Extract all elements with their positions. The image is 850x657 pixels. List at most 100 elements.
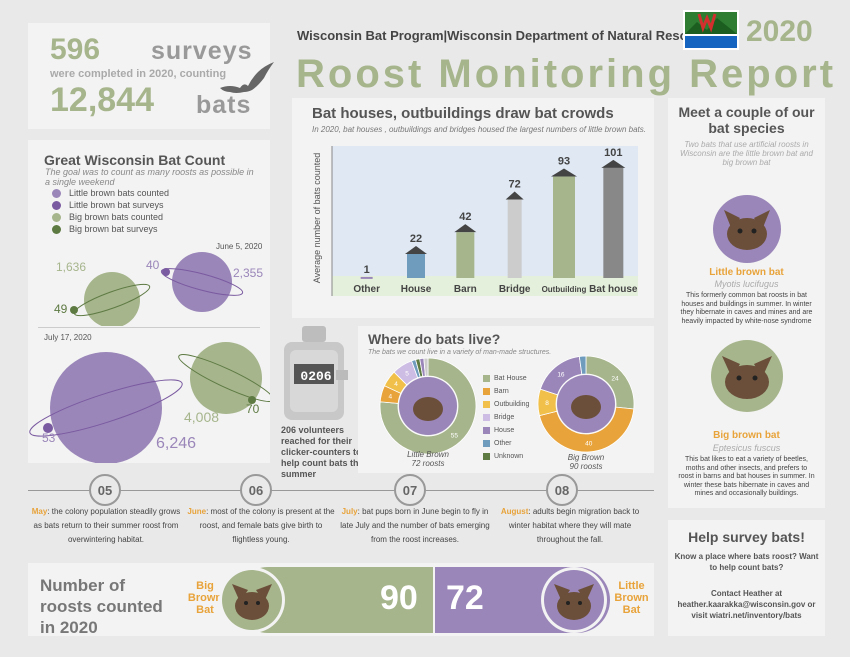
- bar-chart-subtitle: In 2020, bat houses , outbuildings and b…: [312, 125, 646, 134]
- legend-label: Bridge: [494, 414, 515, 421]
- bat-count-subtitle: The goal was to count as many roosts as …: [45, 167, 254, 187]
- little-brown-roost-label: Little Brown Bat: [614, 580, 649, 616]
- bar-value-label: 1: [364, 264, 370, 276]
- timeline-month: July: [341, 507, 358, 516]
- legend-label: Barn: [494, 388, 509, 395]
- july-little-counted: 6,246: [156, 435, 197, 452]
- legend-swatch: [483, 440, 490, 447]
- bar-value-label: 101: [604, 147, 622, 159]
- timeline-circle-08: 08: [546, 474, 578, 506]
- little-brown-desc: This formerly common bat roosts in bat h…: [680, 292, 813, 325]
- bar-roof: [601, 159, 626, 168]
- little-brown-june-moon: [162, 268, 170, 276]
- big-brown-donut: 24 40 8 16: [537, 355, 635, 453]
- june-little-surveys: 40: [146, 258, 160, 272]
- bar-category-label: Other: [353, 284, 380, 295]
- stats-panel: 596 surveys were completed in 2020, coun…: [28, 23, 270, 129]
- bar-value-label: 93: [558, 156, 570, 168]
- little-brown-july-moon: [43, 423, 53, 433]
- legend-dot: [52, 224, 61, 234]
- where-legend-item: Unknown: [483, 450, 529, 463]
- little-brown-donut-roosts: 72 roosts: [411, 459, 445, 468]
- donut-segment: [423, 357, 429, 377]
- donut-segment-label: 55: [451, 432, 459, 439]
- legend-dot: [52, 212, 61, 222]
- timeline-text-may: May: the colony population steadily grow…: [30, 505, 182, 547]
- july-big-counted: 4,008: [184, 409, 220, 425]
- little-brown-bat-icon: [713, 195, 781, 263]
- timeline-desc: : adults begin migration back to winter …: [508, 507, 640, 544]
- bar-house: [407, 254, 425, 278]
- big-brown-roost-bat-icon: [219, 567, 285, 633]
- donut-segment: [538, 406, 635, 453]
- where-bats-live-panel: Where do bats live? The bats we count li…: [358, 326, 654, 473]
- big-brown-roost-count: 90: [380, 579, 418, 617]
- bars-group: 1 Other 22 House 42 Barn 72 Bridge 93 Outbuilding…: [353, 147, 638, 295]
- big-brown-donut-roosts: 90 roosts: [569, 462, 603, 471]
- bar-value-label: 42: [459, 211, 471, 223]
- bat-count-panel: Great Wisconsin Bat Count The goal was t…: [28, 140, 270, 463]
- timeline-month: August: [500, 507, 529, 516]
- little-brown-name: Little brown bat: [709, 267, 784, 278]
- chart-sky: [332, 146, 638, 296]
- june-date: June 5, 2020: [216, 242, 263, 251]
- bat-face-icon: [571, 395, 601, 419]
- donut-segment: [379, 357, 477, 455]
- timeline-text-august: August: adults begin migration back to w…: [494, 505, 646, 547]
- species-subtitle: Two bats that use artificial roosts in W…: [680, 140, 813, 167]
- timeline-month: May: [31, 507, 48, 516]
- june-big-surveys: 49: [54, 302, 68, 316]
- bar-category-label: Bat house: [589, 284, 638, 295]
- big-brown-june-moon: [70, 306, 78, 314]
- bat-face-icon: [413, 397, 443, 421]
- surveys-number: 596: [50, 33, 101, 66]
- timeline-text-july: July: bat pups born in June begin to fly…: [340, 505, 490, 547]
- donut-segment-label: 5: [405, 371, 409, 378]
- big-brown-july-planet: [190, 342, 262, 414]
- little-brown-roost-bat-icon: [541, 567, 607, 633]
- legend-swatch: [483, 401, 490, 408]
- bar-value-label: 22: [410, 233, 422, 245]
- timeline-desc: : bat pups born in June begin to fly in …: [340, 507, 490, 544]
- clicker-counter-icon: [284, 326, 348, 420]
- donut-segment-label: 4: [389, 393, 393, 400]
- legend-dot: [52, 200, 61, 210]
- help-question: Know a place where bats roost? Want to h…: [674, 552, 819, 572]
- where-subtitle: The bats we count live in a variety of m…: [368, 349, 552, 356]
- header-org: Wisconsin Bat Program|Wisconsin Departme…: [297, 28, 723, 43]
- legend-label: Big brown bats counted: [69, 212, 164, 222]
- legend-big-surveys: Big brown bat surveys: [52, 224, 158, 234]
- chart-ground: [332, 276, 638, 296]
- july-date: July 17, 2020: [44, 333, 92, 342]
- timeline-month: June: [187, 507, 207, 516]
- bar-category-label: Barn: [454, 284, 477, 295]
- legend-swatch: [483, 388, 490, 395]
- big-brown-donut-label: Big Brown 90 roosts: [556, 453, 616, 471]
- bar-barn: [456, 232, 475, 278]
- legend-swatch: [483, 414, 490, 421]
- report-title: Roost Monitoring Report: [296, 52, 837, 96]
- legend-label: Outbuilding: [494, 401, 530, 408]
- legend-swatch: [483, 375, 490, 382]
- big-brown-latin: Eptesicus fuscus: [712, 443, 781, 453]
- timeline-line: [28, 490, 654, 491]
- counter-display: 0206: [300, 369, 332, 384]
- timeline-desc: : most of the colony is present at the r…: [199, 507, 335, 544]
- where-legend-item: Bat House: [483, 372, 529, 385]
- legend-label: Other: [494, 440, 512, 447]
- timeline-circle-06: 06: [240, 474, 272, 506]
- legend-little-counted: Little brown bats counted: [52, 188, 169, 198]
- bar-value-label: 72: [509, 178, 521, 190]
- where-legend-item: House: [483, 424, 529, 437]
- bar-category-label: House: [401, 284, 432, 295]
- legend-label: Big brown bat surveys: [69, 224, 158, 234]
- legend-label: Little brown bat surveys: [69, 200, 164, 210]
- help-contact[interactable]: Contact Heather at heather.kaarakka@wisc…: [677, 589, 816, 620]
- little-brown-donut-name: Little Brown: [407, 450, 449, 459]
- big-brown-july-moon: [248, 396, 256, 404]
- bar-bridge: [507, 199, 522, 278]
- july-big-surveys: 70: [246, 402, 260, 416]
- little-brown-june-planet: [172, 252, 232, 312]
- bar-roof: [551, 168, 577, 177]
